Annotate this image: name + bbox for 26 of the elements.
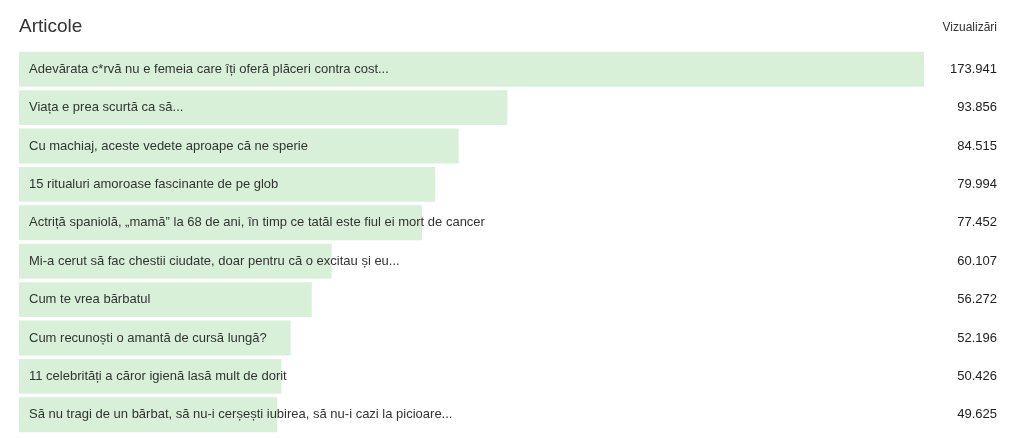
- y-tick-label: Mi-a cerut să fac chestii ciudate, doar pentru că o excitau și eu...: [29, 252, 400, 268]
- data-label: 79.994: [957, 175, 997, 191]
- data-label: 93.856: [957, 99, 997, 115]
- bar: [19, 166, 436, 202]
- y-tick-label: 15 ritualuri amoroase fascinante de pe glob: [29, 175, 279, 191]
- data-label: 173.941: [950, 60, 997, 76]
- x-axis-title: Vizualizări: [942, 20, 997, 35]
- bar: [19, 90, 508, 126]
- data-label: 84.515: [957, 137, 997, 153]
- data-label: 77.452: [957, 214, 997, 230]
- y-tick-label: Cum te vrea bărbatul: [29, 291, 151, 307]
- y-tick-label: Să nu tragi de un bărbat, să nu-i cerșești iubirea, să nu-i cazi la picioare...: [29, 406, 453, 422]
- y-tick-label: Actriță spaniolă, „mamă” la 68 de ani, în timp ce tatăl este fiul ei mort de cancer: [29, 214, 486, 230]
- bar: [19, 282, 312, 318]
- y-tick-label: Adevărata c*rvă nu e femeia care îți oferă plăceri contra cost...: [29, 60, 389, 76]
- data-label: 52.196: [957, 329, 997, 345]
- data-label: 60.107: [957, 252, 997, 268]
- bar: [19, 51, 924, 87]
- y-tick-label: Cum recunoști o amantă de cursă lungă?: [29, 329, 267, 345]
- y-tick-label: Cu machiaj, aceste vedete aproape că ne sperie: [29, 137, 308, 153]
- data-label: 50.426: [957, 367, 997, 383]
- chart-title: Articole: [19, 15, 83, 37]
- data-label: 56.272: [957, 291, 997, 307]
- data-label: 49.625: [957, 406, 997, 422]
- y-tick-label: 11 celebrități a căror igienă lasă mult de dorit: [29, 367, 288, 383]
- y-tick-label: Viața e prea scurtă ca să...: [29, 99, 184, 115]
